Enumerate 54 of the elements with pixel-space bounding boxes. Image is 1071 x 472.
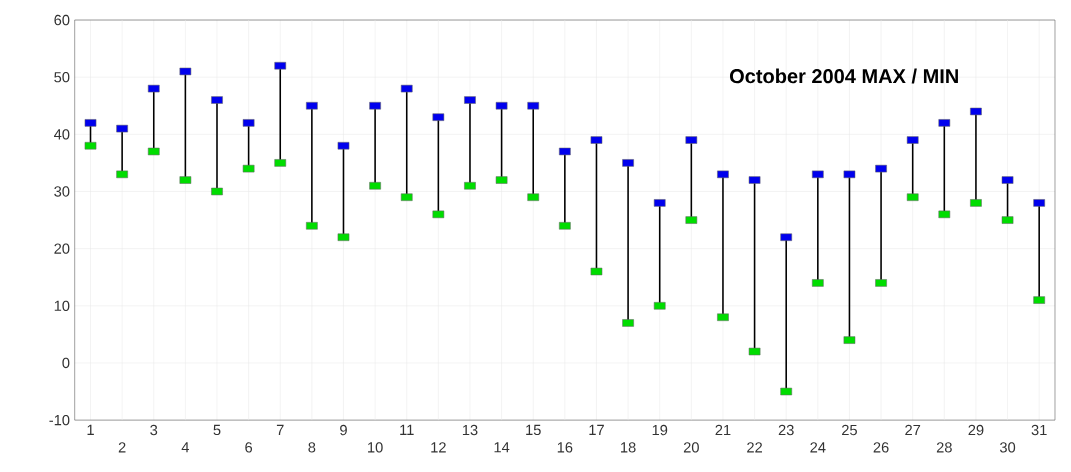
point [369, 181, 381, 190]
x-tick-label: 16 [557, 442, 573, 453]
x-tick-label: 20 [683, 442, 699, 453]
x-tick-label: 9 [340, 424, 347, 436]
point [116, 170, 128, 179]
y-tick-label: 30 [54, 186, 70, 197]
point [211, 187, 223, 196]
x-tick-label: 4 [181, 442, 190, 453]
x-tick-label: 21 [715, 424, 731, 436]
point [717, 170, 729, 179]
x-tick-label: 28 [936, 442, 952, 453]
x-tick-label: 24 [810, 442, 826, 453]
x-tick-label: 29 [968, 424, 984, 436]
y-tick-label: -10 [49, 414, 70, 426]
point [369, 101, 381, 110]
x-tick-label: 2 [118, 442, 126, 453]
x-tick-label: 1 [87, 424, 94, 435]
x-tick-label: 18 [621, 442, 636, 453]
x-tick-label: 15 [526, 424, 541, 436]
point [116, 124, 128, 133]
point [306, 101, 318, 110]
x-tick-label: 31 [1031, 424, 1047, 436]
x-tick-label: 10 [368, 442, 383, 453]
x-tick-label: 13 [462, 424, 478, 436]
x-tick-label: 8 [308, 442, 316, 453]
y-tick-label: 0 [62, 357, 70, 369]
x-tick-label: 19 [652, 424, 668, 436]
x-tick-label: 17 [589, 424, 604, 435]
x-tick-label: 7 [276, 424, 284, 435]
x-tick-label: 23 [778, 424, 794, 436]
point [464, 181, 476, 190]
y-tick-label: 60 [54, 14, 70, 26]
x-tick-label: 25 [842, 424, 857, 436]
y-tick-label: 50 [54, 71, 70, 83]
point [559, 147, 571, 156]
x-tick-label: 30 [999, 442, 1016, 453]
x-tick-label: 26 [873, 442, 889, 453]
x-tick-label: 5 [213, 424, 221, 436]
x-tick-label: 12 [431, 442, 446, 453]
point [970, 107, 982, 116]
y-tick-label: 20 [54, 243, 70, 254]
x-tick-label: 6 [245, 442, 253, 453]
x-tick-label: 11 [400, 424, 414, 435]
x-tick-label: 27 [905, 424, 921, 436]
point [812, 170, 824, 179]
y-tick-label: 10 [54, 300, 70, 311]
x-tick-label: 22 [747, 442, 762, 453]
text: October 2004 MAX / MIN [729, 68, 958, 84]
point [559, 221, 571, 230]
point [875, 164, 887, 173]
x-tick-label: 14 [494, 442, 510, 453]
x-tick-label: 3 [150, 424, 158, 436]
y-tick-label: 40 [54, 129, 70, 140]
point [306, 221, 318, 230]
